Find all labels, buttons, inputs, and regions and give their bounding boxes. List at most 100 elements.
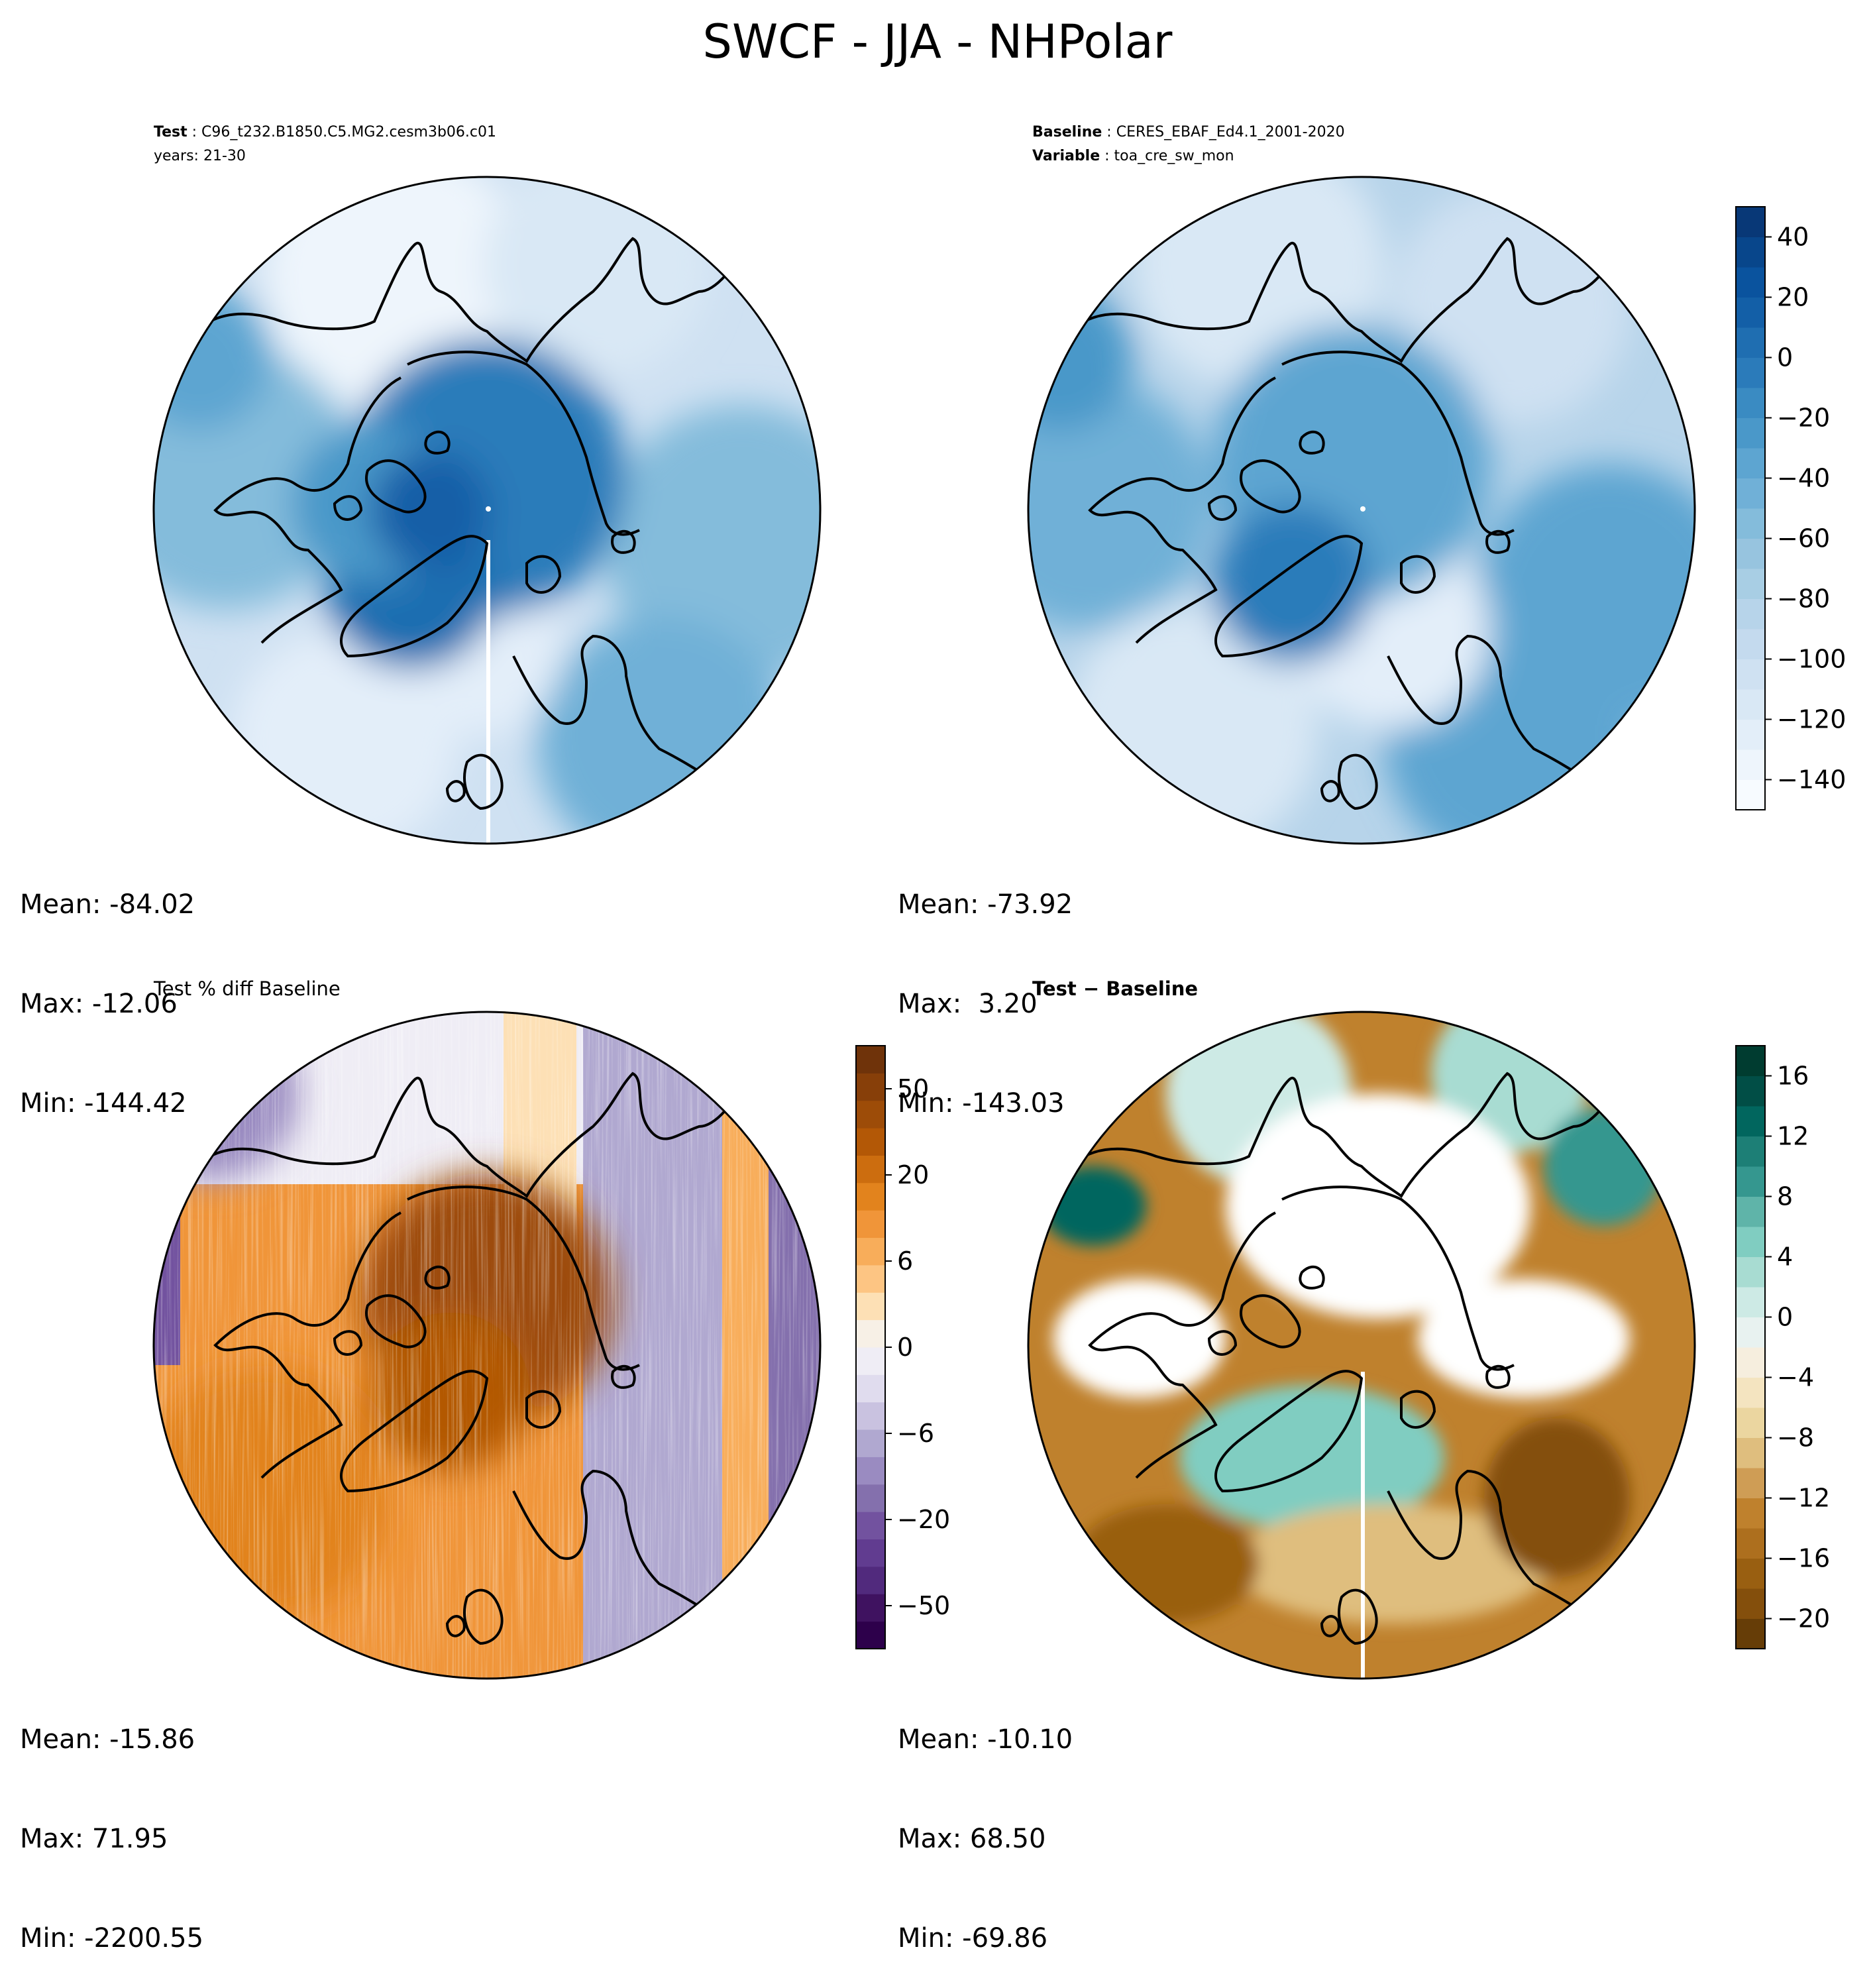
colorbar-puor: 50 20 6 0 −6 −20 −50 (855, 1045, 950, 1649)
colorbar-brbg-tick-label: −8 (1777, 1423, 1814, 1453)
colorbar-brbg-band (1736, 1227, 1765, 1257)
colorbar-brbg-band (1736, 1076, 1765, 1107)
pctdiff-mean: Mean: -15.86 (20, 1724, 195, 1755)
colorbar-brbg-band (1736, 1377, 1765, 1408)
colorbar-blues-tick-label: 40 (1777, 223, 1809, 252)
colorbar-blues-band (1736, 508, 1765, 539)
colorbar-brbg-tick-label: 4 (1777, 1242, 1793, 1272)
colorbar-puor-band (856, 1457, 885, 1485)
baseline-max: Max: 3.20 (898, 989, 1038, 1019)
colorbar-puor-tick-label: 6 (897, 1246, 913, 1276)
colorbar-brbg-tick-label: −4 (1777, 1363, 1814, 1392)
colorbar-puor-band (856, 1539, 885, 1567)
colorbar-puor-band (856, 1292, 885, 1321)
colorbar-blues-band (1736, 659, 1765, 690)
pctdiff-max: Max: 71.95 (20, 1824, 168, 1854)
colorbar-brbg-band (1736, 1498, 1765, 1529)
colorbar-puor-band (856, 1594, 885, 1622)
colorbar-brbg-band (1736, 1166, 1765, 1197)
colorbar-puor-band (856, 1155, 885, 1184)
baseline-stats: Mean: -73.92 Max: 3.20 Min: -143.03 (898, 822, 1073, 1153)
colorbar-blues-band (1736, 569, 1765, 599)
colorbar-puor-band (856, 1237, 885, 1266)
colorbar-blues-band (1736, 448, 1765, 478)
colorbar-puor-band (856, 1429, 885, 1457)
colorbar-brbg-band (1736, 1256, 1765, 1288)
colorbar-puor-band (856, 1100, 885, 1129)
colorbar-puor-tick-label: −6 (897, 1419, 934, 1448)
test-mean: Mean: -84.02 (20, 889, 195, 920)
colorbar-puor-band (856, 1182, 885, 1211)
colorbar-brbg-band (1736, 1196, 1765, 1227)
colorbar-blues-band (1736, 237, 1765, 268)
test-header-value: C96_t232.B1850.C5.MG2.cesm3b06.c01 (201, 124, 497, 140)
colorbar-blues-tick-label: −100 (1777, 645, 1846, 674)
colorbar-brbg-band (1736, 1317, 1765, 1348)
colorbar-puor-tick-label: −20 (897, 1505, 950, 1534)
colorbar-blues-tick-label: 20 (1777, 283, 1809, 312)
colorbar-brbg-tick-label: 12 (1777, 1122, 1809, 1151)
colorbar-puor-band (856, 1347, 885, 1375)
diff-title: Test − Baseline (1032, 977, 1199, 1000)
test-map (152, 176, 822, 845)
colorbar-blues-band (1736, 417, 1765, 449)
figure-title: SWCF - JJA - NHPolar (702, 15, 1173, 69)
colorbar-brbg-tick-label: −16 (1777, 1544, 1830, 1573)
colorbar-blues-band (1736, 749, 1765, 780)
diff-mean: Mean: -10.10 (898, 1724, 1073, 1755)
colorbar-brbg-tick-label: 0 (1777, 1303, 1793, 1332)
colorbar-brbg-tick-label: −12 (1777, 1484, 1830, 1513)
colorbar-puor-tick-label: −50 (897, 1591, 950, 1620)
colorbar-brbg-frame (1735, 1045, 1766, 1649)
baseline-mean: Mean: -73.92 (898, 889, 1073, 920)
colorbar-brbg-band (1736, 1437, 1765, 1468)
colorbar-brbg-tick-label: 16 (1777, 1062, 1809, 1091)
test-header: Test : C96_t232.B1850.C5.MG2.cesm3b06.c0… (154, 124, 497, 164)
baseline-min: Min: -143.03 (898, 1088, 1065, 1119)
colorbar-puor-tick-label: 0 (897, 1333, 913, 1362)
colorbar-brbg-band (1736, 1347, 1765, 1378)
colorbar-puor-band (856, 1319, 885, 1348)
variable-label: Variable (1032, 148, 1100, 164)
colorbar-puor-band (856, 1484, 885, 1512)
variable-value: toa_cre_sw_mon (1114, 148, 1234, 164)
test-years: years: 21-30 (154, 148, 246, 164)
diff-min: Min: -69.86 (898, 1923, 1048, 1954)
colorbar-blues-tick-label: −60 (1777, 524, 1830, 553)
colorbar-blues-band (1736, 478, 1765, 509)
colorbar-blues-tick-label: −120 (1777, 705, 1846, 734)
colorbar-puor-band (856, 1210, 885, 1239)
baseline-header: Baseline : CERES_EBAF_Ed4.1_2001-2020 Va… (1032, 124, 1345, 164)
colorbar-puor-band (856, 1566, 885, 1594)
colorbar-puor-band (856, 1512, 885, 1540)
colorbar-brbg-band (1736, 1106, 1765, 1136)
pctdiff-min: Min: -2200.55 (20, 1923, 204, 1954)
colorbar-brbg-band (1736, 1468, 1765, 1498)
colorbar-brbg-band (1736, 1528, 1765, 1559)
colorbar-blues-band (1736, 267, 1765, 298)
colorbar-blues-band (1736, 689, 1765, 720)
colorbar-blues-band (1736, 719, 1765, 750)
pctdiff-stats: Mean: -15.86 Max: 71.95 Min: -2200.55 (20, 1657, 203, 1988)
colorbar-blues-frame (1735, 206, 1766, 810)
diff-stats: Mean: -10.10 Max: 68.50 Min: -69.86 (898, 1657, 1073, 1988)
colorbar-brbg-band (1736, 1136, 1765, 1167)
colorbar-blues-band (1736, 357, 1765, 388)
colorbar-puor-band (856, 1402, 885, 1430)
colorbar-blues-band (1736, 327, 1765, 358)
colorbar-puor-band (856, 1128, 885, 1156)
colorbar-brbg-band (1736, 1558, 1765, 1589)
baseline-map (1027, 176, 1696, 845)
colorbar-blues-tick-label: 0 (1777, 343, 1793, 372)
colorbar-blues-tick-label: −20 (1777, 404, 1830, 433)
colorbar-puor-band (856, 1621, 885, 1649)
colorbar-blues-band (1736, 598, 1765, 630)
pctdiff-title: Test % diff Baseline (154, 977, 341, 1000)
pctdiff-map (152, 1011, 822, 1680)
colorbar-puor-band (856, 1374, 885, 1403)
colorbar-brbg: 16 12 8 4 0 −4 −8 −12 −16 −20 (1735, 1045, 1830, 1649)
colorbar-blues-tick-label: −140 (1777, 765, 1846, 795)
diff-map (1027, 1011, 1696, 1680)
colorbar-brbg-tick-label: −20 (1777, 1604, 1830, 1633)
colorbar-blues-band (1736, 207, 1765, 237)
